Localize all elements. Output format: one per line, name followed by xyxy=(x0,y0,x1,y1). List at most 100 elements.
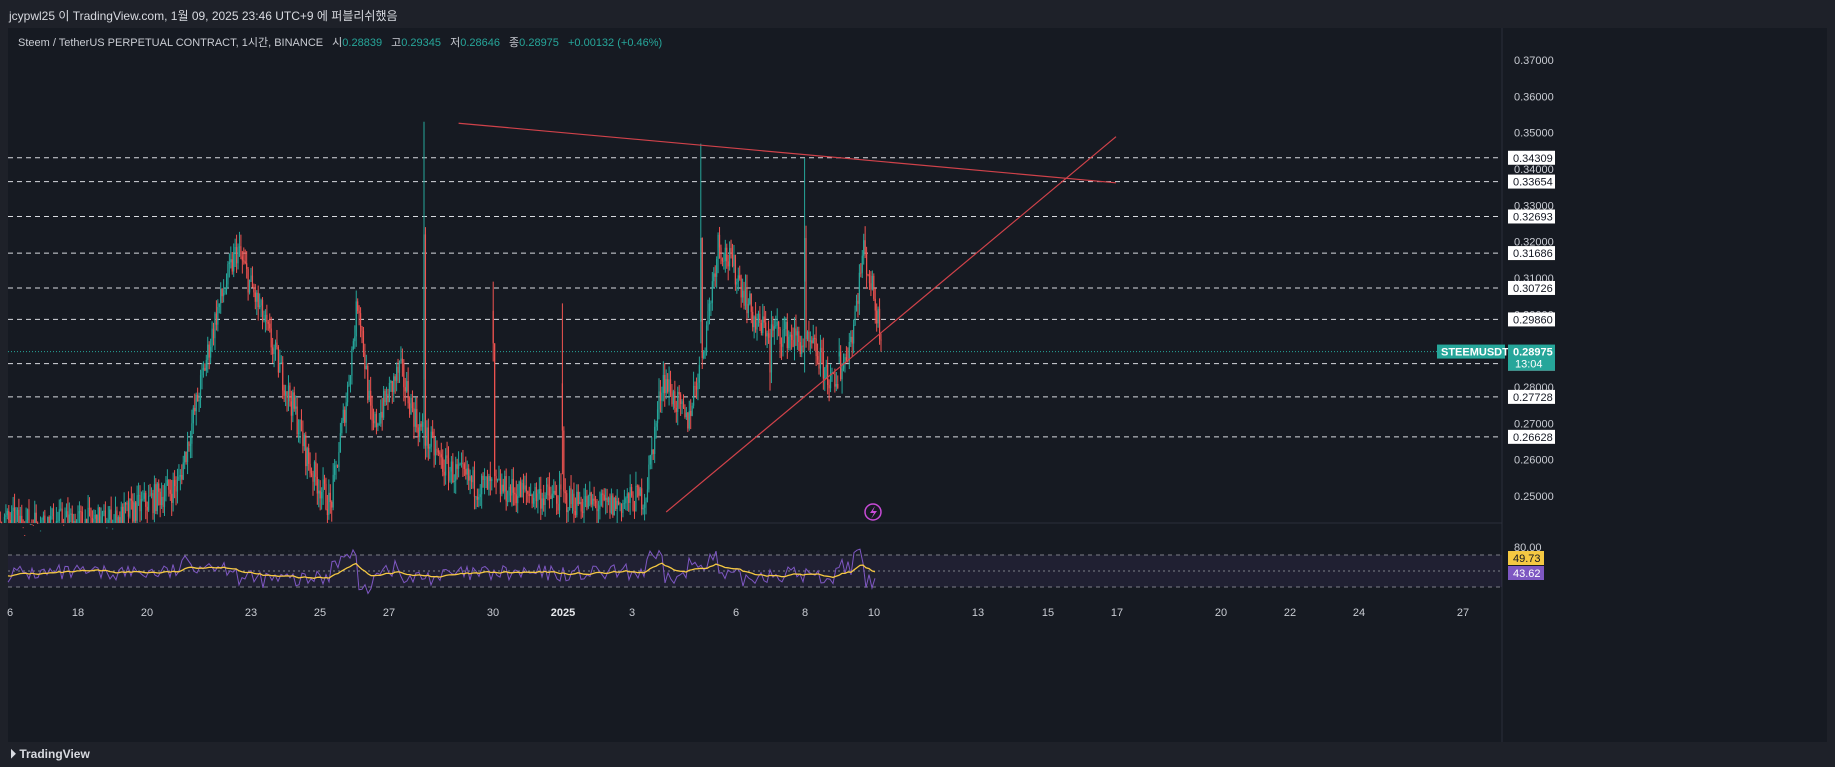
candle-body xyxy=(517,496,519,504)
candle xyxy=(838,338,840,364)
candle-body xyxy=(401,358,403,364)
candle-body xyxy=(112,528,114,530)
symbol-tag-label: STEEMUSDT.P xyxy=(1441,347,1518,359)
candle xyxy=(106,517,108,529)
candle xyxy=(73,513,75,523)
candle-body xyxy=(442,457,444,472)
candle-body xyxy=(509,486,512,496)
candle-body xyxy=(421,421,424,427)
candle xyxy=(825,359,827,380)
tradingview-logo[interactable]: ⏵ TradingView xyxy=(10,747,90,762)
candle-body xyxy=(328,492,330,516)
candle-body xyxy=(638,486,640,496)
candle xyxy=(354,325,356,349)
candle xyxy=(289,382,291,407)
candle xyxy=(465,456,467,480)
candle-body xyxy=(290,401,292,416)
candle xyxy=(408,396,411,418)
candle xyxy=(544,492,546,517)
candle xyxy=(149,483,151,497)
level-price-label: 0.31686 xyxy=(1513,248,1553,260)
candle-body xyxy=(744,287,747,306)
candle-body xyxy=(217,307,219,325)
candle xyxy=(189,430,192,459)
price-tick-label: 0.35000 xyxy=(1514,128,1554,140)
rsi-value-tag xyxy=(1508,566,1544,580)
candle-body xyxy=(326,509,329,516)
candle xyxy=(708,297,711,325)
candle xyxy=(142,490,144,502)
candle-body xyxy=(821,347,823,353)
candle xyxy=(772,316,774,338)
candle xyxy=(272,337,274,364)
candle xyxy=(207,336,209,373)
candle xyxy=(352,338,354,351)
candle xyxy=(769,328,771,391)
candle xyxy=(802,338,804,353)
candle xyxy=(112,519,114,530)
candle xyxy=(858,264,860,315)
candle xyxy=(864,226,866,259)
candle-body xyxy=(508,486,510,502)
candle xyxy=(172,472,174,512)
candle-body xyxy=(717,234,719,260)
candle xyxy=(495,469,497,495)
candle-body xyxy=(375,413,378,427)
candle-body xyxy=(759,313,761,323)
candle-body xyxy=(204,367,206,371)
candle-body xyxy=(576,491,578,516)
candle xyxy=(792,327,794,348)
candle-body xyxy=(276,342,278,347)
candle-body xyxy=(116,510,118,523)
candle-body xyxy=(175,486,177,492)
candle xyxy=(439,450,441,465)
candle xyxy=(137,482,140,506)
candle xyxy=(331,500,333,522)
candle-body xyxy=(308,448,310,464)
candle xyxy=(191,409,193,459)
candle-body xyxy=(754,316,757,330)
candle-body xyxy=(525,485,527,492)
candle-body xyxy=(692,386,695,406)
candle xyxy=(550,486,552,500)
candle xyxy=(589,481,591,507)
candle xyxy=(602,489,604,508)
candle xyxy=(521,479,523,498)
candle xyxy=(318,479,320,508)
candle xyxy=(315,452,317,486)
candle xyxy=(19,506,21,523)
candle xyxy=(436,440,438,456)
candle xyxy=(705,321,708,356)
candle xyxy=(220,282,222,314)
candle xyxy=(155,478,157,515)
candle-body xyxy=(270,328,272,348)
candle-body xyxy=(194,407,196,412)
candle xyxy=(302,420,304,454)
candle xyxy=(286,391,288,412)
candle-body xyxy=(97,507,99,523)
candle xyxy=(16,507,19,523)
candle xyxy=(367,363,369,404)
candle xyxy=(364,343,366,379)
candle xyxy=(688,400,690,431)
price-tick-label: 0.25000 xyxy=(1514,491,1554,503)
candle-body xyxy=(41,519,43,523)
symbol-title: Steem / TetherUS PERPETUAL CONTRACT, 1시간… xyxy=(18,37,324,49)
candle xyxy=(78,501,81,523)
candle-body xyxy=(528,493,530,496)
candle xyxy=(656,401,659,431)
candle-body xyxy=(417,427,419,438)
candle xyxy=(643,493,646,521)
candle xyxy=(749,290,751,306)
candle xyxy=(266,304,268,331)
candle-body xyxy=(603,494,605,501)
candle xyxy=(74,513,76,523)
candle xyxy=(24,521,26,536)
candle xyxy=(782,318,784,357)
candle-body xyxy=(195,394,197,412)
candle xyxy=(421,413,424,434)
candle-body xyxy=(491,478,493,482)
candle xyxy=(5,504,7,523)
candle-body xyxy=(185,452,187,462)
